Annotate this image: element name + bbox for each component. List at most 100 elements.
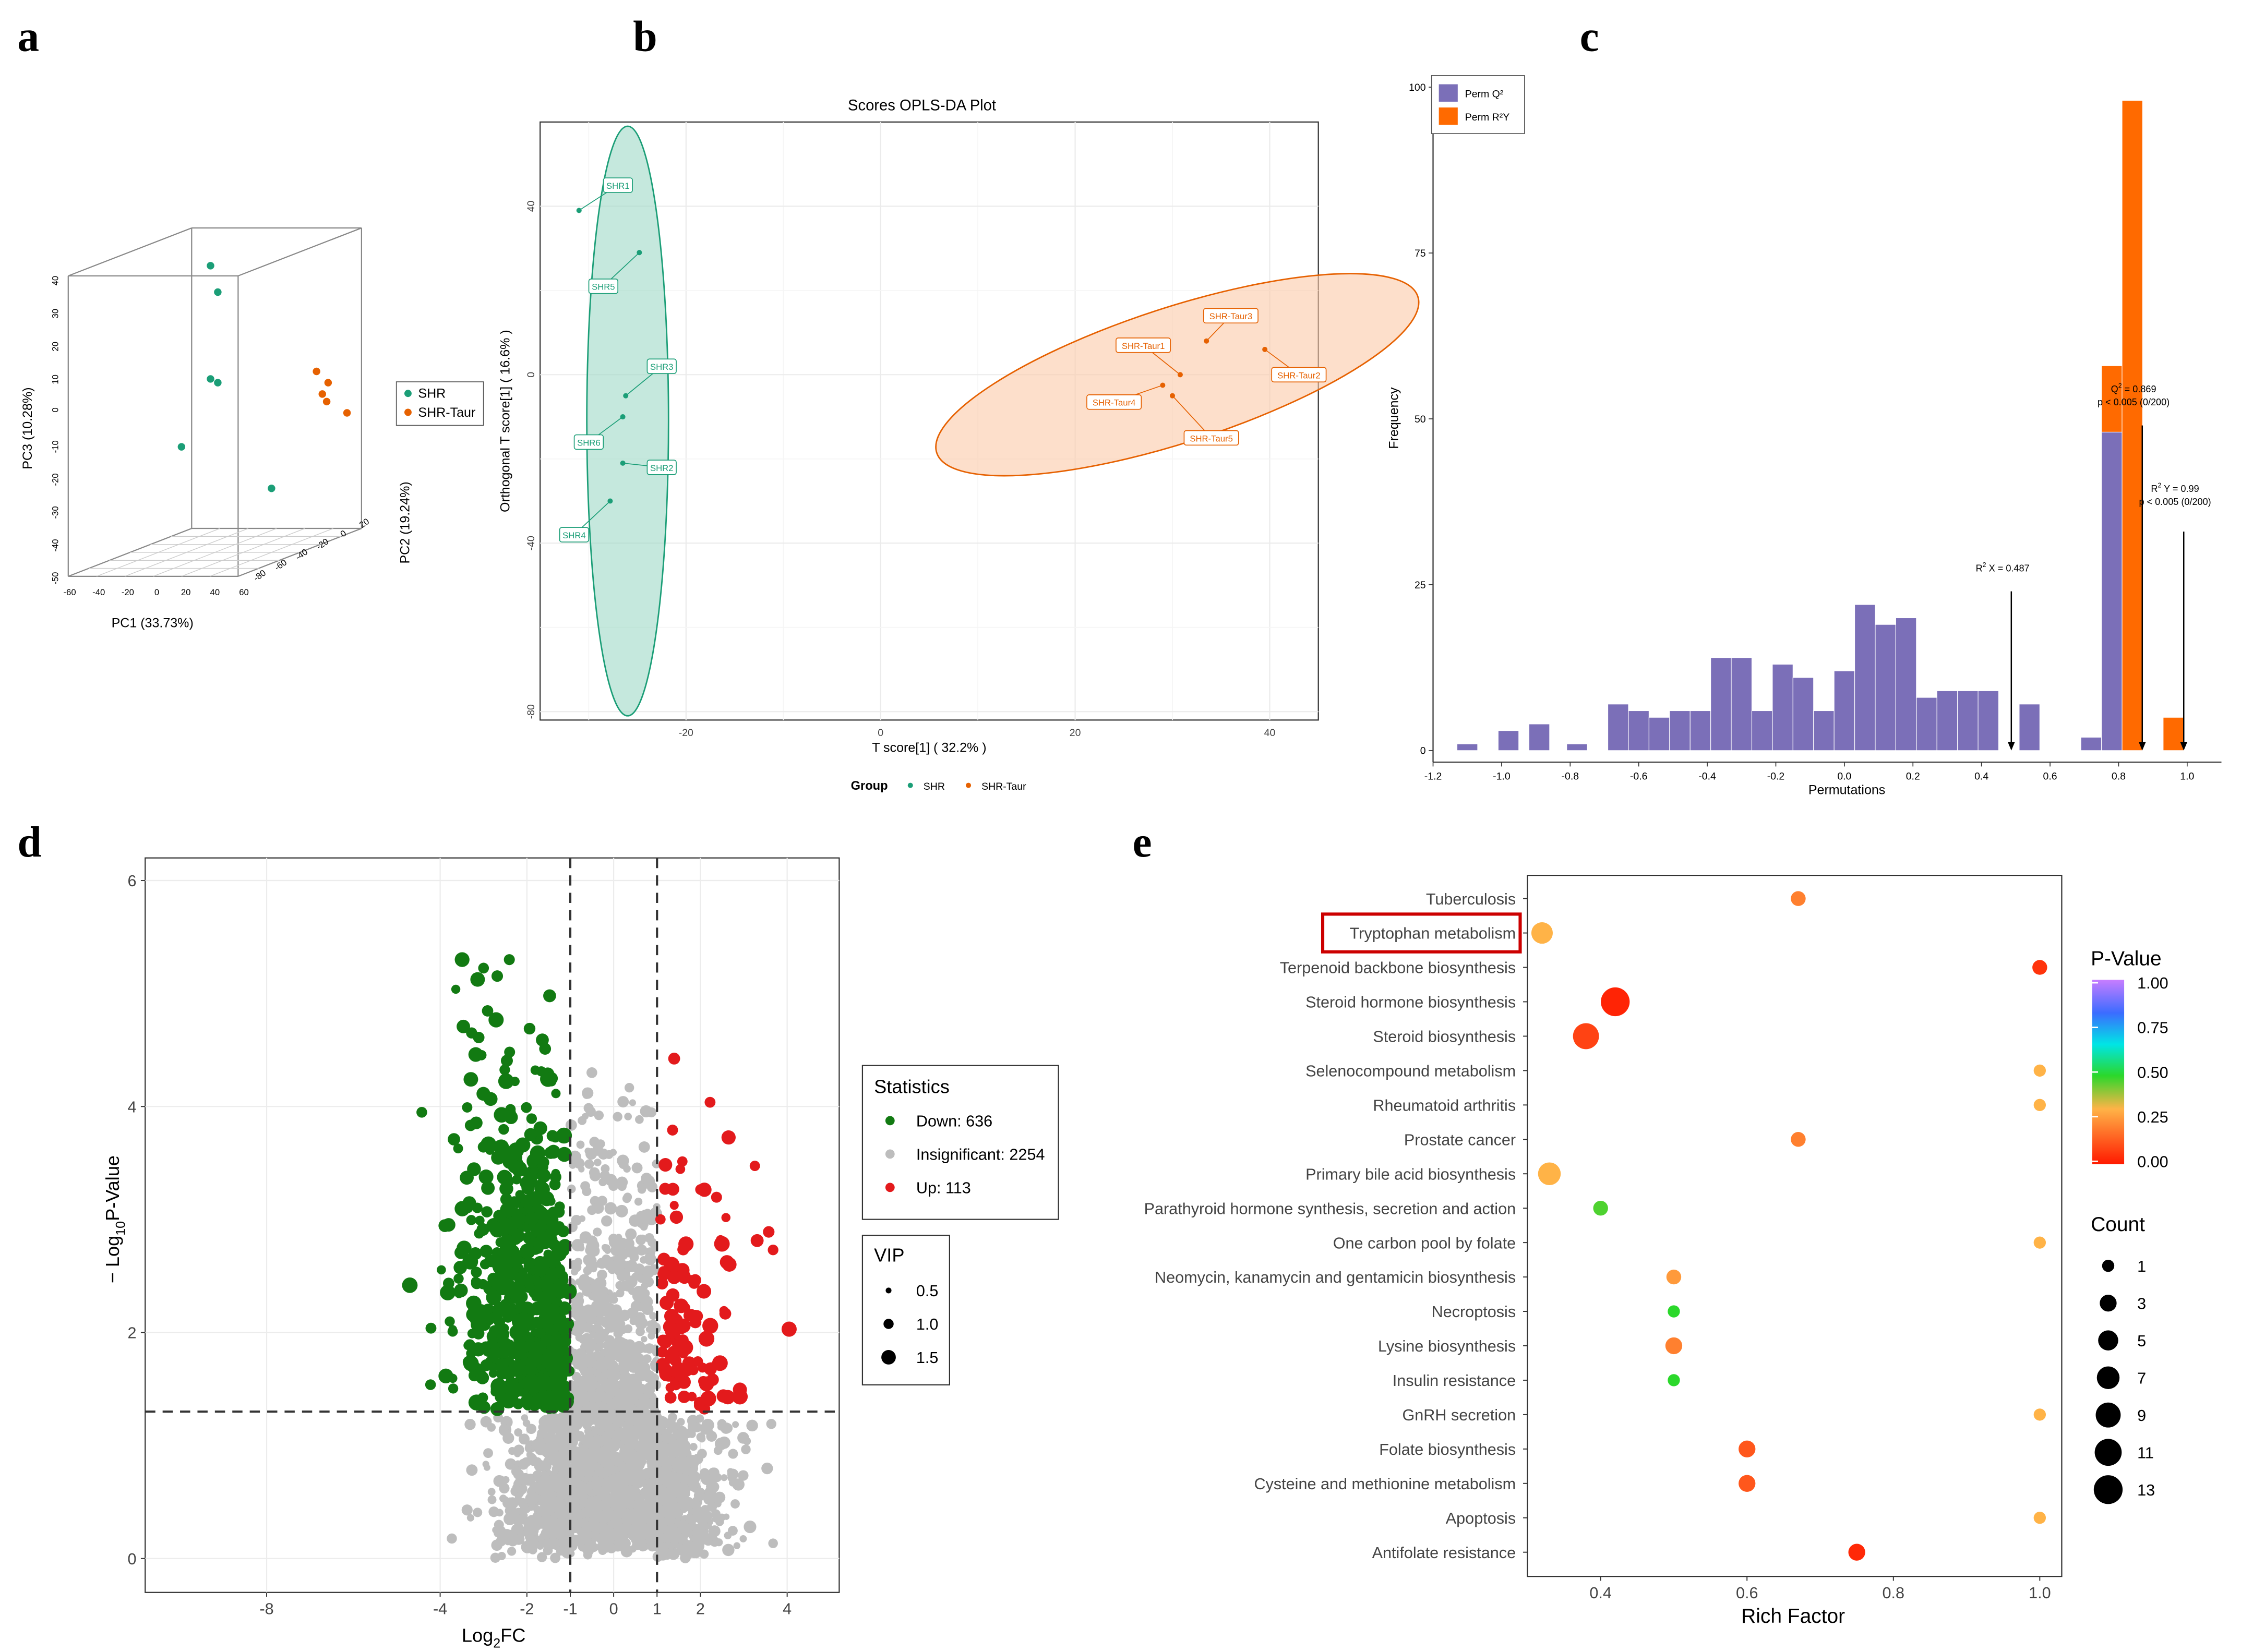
e-bubble <box>1848 1544 1865 1561</box>
e-bubble <box>2033 1408 2046 1421</box>
d-point-insignificant <box>609 1494 621 1506</box>
d-point-insignificant <box>600 1382 610 1392</box>
d-point-insignificant <box>578 1116 587 1125</box>
b-xtick: 40 <box>1264 727 1276 739</box>
e-cbar-tick: 0.25 <box>2137 1108 2168 1126</box>
b-point-label: SHR-Taur5 <box>1190 433 1233 443</box>
d-point-insignificant <box>634 1317 648 1330</box>
d-point-down <box>558 1239 572 1252</box>
d-point-down <box>504 1107 516 1119</box>
d-point-down <box>470 1116 483 1129</box>
d-point-down <box>453 1143 463 1154</box>
d-point-insignificant <box>607 1296 615 1304</box>
d-point-insignificant <box>612 1348 624 1360</box>
d-point-insignificant <box>561 1546 574 1559</box>
d-point-insignificant <box>579 1215 586 1222</box>
d-point-down <box>494 1255 507 1268</box>
d-point-insignificant <box>676 1496 684 1503</box>
d-point-insignificant <box>601 1244 608 1251</box>
c-bar-q2 <box>1648 717 1670 751</box>
d-point-insignificant <box>608 1385 619 1396</box>
d-point-down <box>497 1169 512 1185</box>
d-point-down <box>535 1291 547 1303</box>
d-point-down <box>496 1359 509 1372</box>
d-xtick: 1 <box>653 1600 662 1618</box>
b-legend-title: Group <box>851 779 888 793</box>
d-point-up <box>656 1346 668 1358</box>
e-pathway-label: GnRH secretion <box>1402 1406 1516 1424</box>
d-point-down <box>491 1150 506 1165</box>
d-point-insignificant <box>637 1370 646 1379</box>
d-point-down <box>480 1245 493 1258</box>
d-point-insignificant <box>570 1268 579 1276</box>
d-point-insignificant <box>514 1450 521 1457</box>
b-xtick: -20 <box>679 727 693 739</box>
e-plot-area <box>1527 874 2063 1577</box>
d-point-up <box>677 1156 688 1167</box>
d-point-insignificant <box>590 1265 597 1273</box>
d-point-insignificant <box>604 1438 616 1450</box>
d-point-down <box>476 1223 489 1236</box>
d-point-up <box>675 1164 686 1174</box>
d-point-insignificant <box>660 1474 672 1486</box>
d-point-insignificant <box>621 1513 631 1522</box>
d-point-down <box>499 1347 510 1359</box>
d-point-down <box>557 1313 567 1322</box>
d-point-down <box>402 1277 418 1293</box>
d-point-up <box>763 1226 775 1238</box>
d-point-down <box>460 1171 474 1185</box>
d-point-insignificant <box>766 1419 776 1429</box>
d-point-insignificant <box>589 1438 601 1451</box>
d-point-down <box>504 1046 516 1058</box>
d-point-insignificant <box>637 1268 644 1275</box>
d-xlabel: Log2FC <box>462 1624 525 1650</box>
a-ytick: -10 <box>50 440 60 453</box>
d-point-down <box>526 1113 537 1124</box>
d-point-down <box>550 1131 561 1143</box>
d-point-down <box>511 1174 522 1185</box>
e-bubble <box>1665 1337 1683 1355</box>
d-point-insignificant <box>573 1352 584 1363</box>
d-point-down <box>556 1289 566 1299</box>
d-point-down <box>495 1391 507 1403</box>
d-point-insignificant <box>668 1504 679 1515</box>
e-bubble <box>1791 1132 1806 1147</box>
e-pathway-label: Apoptosis <box>1446 1510 1516 1527</box>
d-point-down <box>558 1320 572 1335</box>
b-point-label-box <box>646 358 677 374</box>
e-bubble <box>1666 1269 1682 1285</box>
a-point <box>343 409 351 417</box>
b-ytick: 40 <box>525 200 537 212</box>
e-bubble <box>1573 1023 1599 1050</box>
d-point-insignificant <box>609 1149 617 1156</box>
d-point-up <box>674 1298 689 1313</box>
d-point-insignificant <box>588 1339 595 1345</box>
d-point-insignificant <box>616 1176 628 1188</box>
d-point-up <box>658 1266 669 1276</box>
d-point-down <box>488 1012 504 1028</box>
d-point-insignificant <box>619 1448 629 1458</box>
d-point-up <box>667 1270 681 1284</box>
b-ellipse-shr <box>586 125 669 717</box>
a-legend: SHR SHR-Taur <box>396 381 484 426</box>
a-ytick: 0 <box>50 407 60 412</box>
b-point-label: SHR6 <box>577 438 601 448</box>
d-point-insignificant <box>696 1432 705 1442</box>
d-point-insignificant <box>728 1478 737 1487</box>
d-point-insignificant <box>539 1443 552 1456</box>
d-point-insignificant <box>630 1373 638 1381</box>
d-point-insignificant <box>516 1477 524 1485</box>
a-ytick: -40 <box>50 539 60 551</box>
d-point-insignificant <box>678 1547 687 1556</box>
d-point-insignificant <box>585 1241 597 1253</box>
d-xtick: -2 <box>520 1600 534 1618</box>
d-point-insignificant <box>583 1254 595 1266</box>
panel-c-permutation-histogram: 0 25 50 75 100 -1.2 -1.0 -0.8 -0.6 -0.4 -0.2 0.0 0.2… <box>1387 75 2222 797</box>
d-point-insignificant <box>547 1480 556 1489</box>
b-point <box>1170 393 1176 399</box>
d-ylabel: − Log10P-Value <box>102 1155 128 1283</box>
d-point-insignificant <box>692 1422 702 1432</box>
d-point-insignificant <box>583 1521 592 1530</box>
d-ytick: 2 <box>128 1324 137 1342</box>
d-point-insignificant <box>642 1354 652 1364</box>
